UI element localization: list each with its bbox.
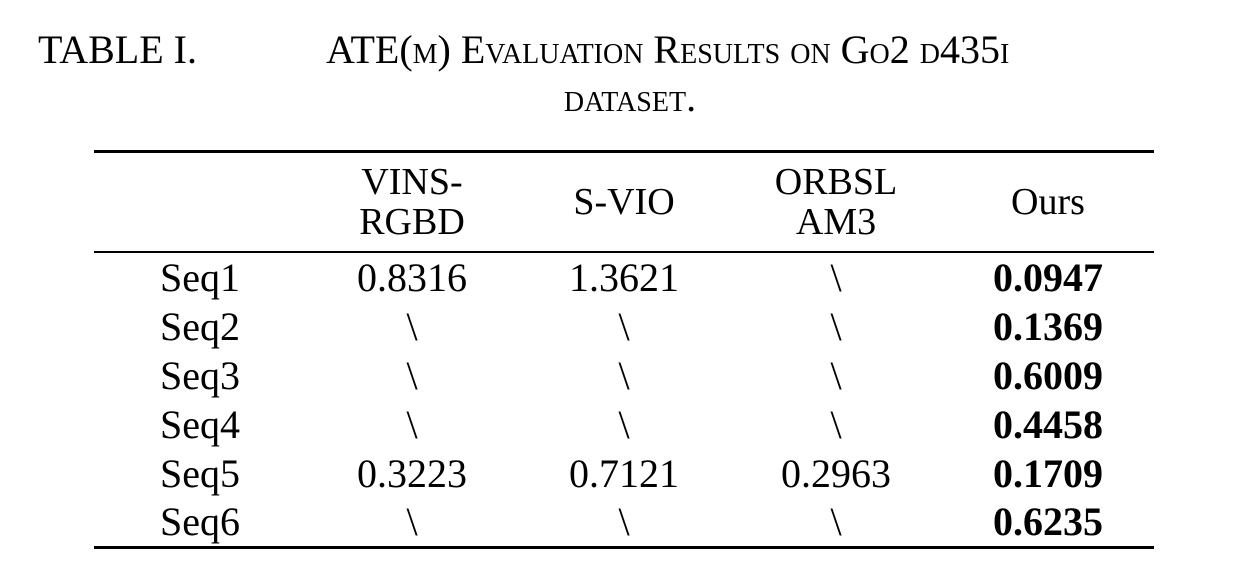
- cell-s-vio: \: [618, 353, 630, 398]
- cell-seq: Seq5: [160, 451, 240, 496]
- table-header-rule: [94, 251, 1154, 253]
- header-orbslam3-line2: AM3: [795, 200, 877, 243]
- table-row: Seq6 \ \ \ 0.6235: [94, 497, 1154, 546]
- header-orbslam3-line1: ORBSL: [774, 160, 898, 203]
- header-s-vio-label: S-VIO: [573, 180, 675, 223]
- cell-vins-rgbd: \: [406, 304, 418, 349]
- cell-ours: 0.4458: [993, 402, 1103, 447]
- table-row: Seq5 0.3223 0.7121 0.2963 0.1709: [94, 449, 1154, 498]
- cell-s-vio: \: [618, 499, 630, 544]
- cell-seq: Seq3: [160, 353, 240, 398]
- cell-ours: 0.0947: [993, 255, 1103, 300]
- cell-seq: Seq6: [160, 499, 240, 544]
- cell-vins-rgbd: \: [406, 402, 418, 447]
- cell-orbslam3: \: [830, 402, 842, 447]
- cell-orbslam3: \: [830, 255, 842, 300]
- header-ours-label: Ours: [1011, 180, 1085, 223]
- cell-orbslam3: \: [830, 304, 842, 349]
- cell-vins-rgbd: \: [406, 499, 418, 544]
- cell-s-vio: 1.3621: [569, 255, 679, 300]
- cell-orbslam3: 0.2963: [781, 451, 891, 496]
- cell-ours: 0.6235: [993, 499, 1103, 544]
- cell-ours: 0.1369: [993, 304, 1103, 349]
- cell-seq: Seq2: [160, 304, 240, 349]
- cell-vins-rgbd: \: [406, 353, 418, 398]
- table-top-rule: [94, 150, 1154, 153]
- cell-s-vio: \: [618, 402, 630, 447]
- cell-ours: 0.1709: [993, 451, 1103, 496]
- header-cell-orbslam3: ORBSL AM3: [730, 152, 942, 251]
- cell-orbslam3: \: [830, 499, 842, 544]
- cell-seq: Seq1: [160, 255, 240, 300]
- header-cell-s-vio: S-VIO: [518, 152, 730, 251]
- table-number: TABLE I.: [38, 27, 197, 72]
- cell-vins-rgbd: 0.8316: [357, 255, 467, 300]
- table-title-continuation: dataset.: [0, 78, 1260, 118]
- header-cell-ours: Ours: [942, 152, 1154, 251]
- cell-s-vio: \: [618, 304, 630, 349]
- cell-vins-rgbd: 0.3223: [357, 451, 467, 496]
- table-bottom-rule: [94, 546, 1154, 549]
- table-row: Seq2 \ \ \ 0.1369: [94, 302, 1154, 351]
- table-title: ATE(m) Evaluation Results on Go2 d435i: [326, 27, 1010, 72]
- cell-orbslam3: \: [830, 353, 842, 398]
- table-row: Seq1 0.8316 1.3621 \ 0.0947: [94, 253, 1154, 302]
- cell-seq: Seq4: [160, 402, 240, 447]
- header-cell-empty: [94, 152, 306, 251]
- table-title-line2: dataset.: [563, 75, 697, 120]
- cell-s-vio: 0.7121: [569, 451, 679, 496]
- table-row: Seq4 \ \ \ 0.4458: [94, 400, 1154, 449]
- cell-ours: 0.6009: [993, 353, 1103, 398]
- table-row: Seq3 \ \ \ 0.6009: [94, 351, 1154, 400]
- header-vins-rgbd-line2: RGBD: [359, 200, 465, 243]
- header-cell-vins-rgbd: VINS- RGBD: [306, 152, 518, 251]
- header-vins-rgbd-line1: VINS-: [361, 160, 463, 203]
